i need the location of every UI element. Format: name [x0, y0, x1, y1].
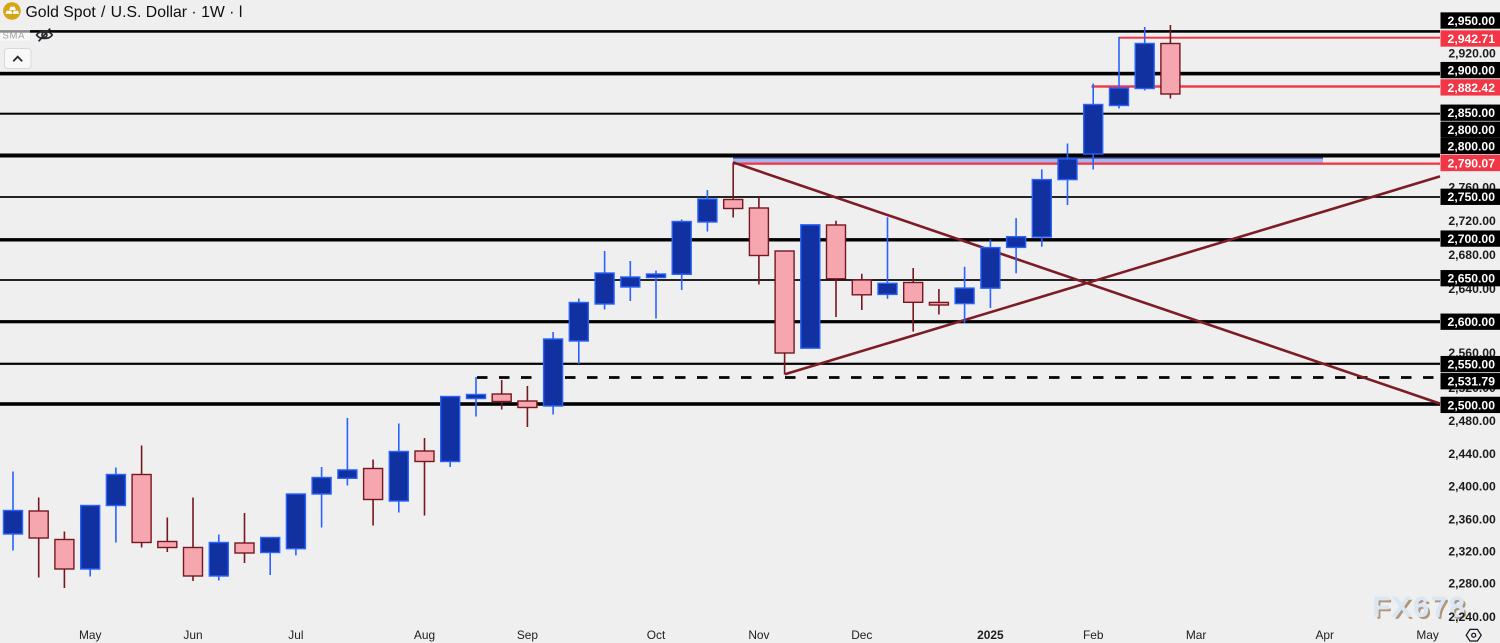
- svg-text:Mar: Mar: [1186, 628, 1207, 642]
- svg-text:2,600.00: 2,600.00: [1448, 315, 1496, 329]
- svg-text:2,750.00: 2,750.00: [1448, 190, 1496, 204]
- svg-text:2,942.71: 2,942.71: [1448, 32, 1496, 46]
- svg-text:Feb: Feb: [1083, 628, 1104, 642]
- svg-text:2,500.00: 2,500.00: [1448, 398, 1496, 412]
- svg-text:Aug: Aug: [414, 628, 435, 642]
- svg-text:2,950.00: 2,950.00: [1448, 14, 1496, 28]
- svg-text:2,800.00: 2,800.00: [1448, 123, 1496, 137]
- svg-text:Sep: Sep: [517, 628, 539, 642]
- svg-text:2,850.00: 2,850.00: [1448, 106, 1496, 120]
- svg-text:2,900.00: 2,900.00: [1448, 64, 1496, 78]
- svg-text:2,882.42: 2,882.42: [1448, 81, 1496, 95]
- svg-text:2,720.00: 2,720.00: [1448, 214, 1496, 228]
- svg-text:2,550.00: 2,550.00: [1448, 358, 1496, 372]
- svg-text:2,400.00: 2,400.00: [1448, 479, 1496, 493]
- svg-text:Jul: Jul: [288, 628, 303, 642]
- svg-text:2,440.00: 2,440.00: [1448, 447, 1496, 461]
- svg-text:2025: 2025: [977, 628, 1004, 642]
- svg-text:FX678: FX678: [1373, 592, 1468, 622]
- svg-text:2,800.00: 2,800.00: [1448, 139, 1496, 153]
- svg-text:2,680.00: 2,680.00: [1448, 248, 1496, 262]
- svg-text:May: May: [1416, 628, 1439, 642]
- svg-text:2,360.00: 2,360.00: [1448, 512, 1496, 526]
- svg-text:2,790.07: 2,790.07: [1448, 156, 1496, 170]
- svg-text:2,320.00: 2,320.00: [1448, 545, 1496, 559]
- svg-text:2,700.00: 2,700.00: [1448, 232, 1496, 246]
- svg-text:2,920.00: 2,920.00: [1448, 47, 1496, 61]
- svg-text:Jun: Jun: [183, 628, 202, 642]
- svg-text:Apr: Apr: [1315, 628, 1334, 642]
- svg-text:SMA: SMA: [3, 31, 26, 42]
- svg-text:Nov: Nov: [748, 628, 769, 642]
- svg-text:2,531.79: 2,531.79: [1448, 375, 1496, 389]
- svg-text:2,650.00: 2,650.00: [1448, 272, 1496, 286]
- svg-text:Gold Spot / U.S. Dollar · 1W ·: Gold Spot / U.S. Dollar · 1W · l: [26, 4, 243, 21]
- svg-text:May: May: [79, 628, 102, 642]
- svg-text:Oct: Oct: [647, 628, 666, 642]
- svg-text:2,240.00: 2,240.00: [1448, 610, 1496, 624]
- svg-text:2,280.00: 2,280.00: [1448, 577, 1496, 591]
- svg-text:Dec: Dec: [851, 628, 872, 642]
- svg-text:FX678: FX678: [1375, 594, 1470, 624]
- svg-text:2,480.00: 2,480.00: [1448, 414, 1496, 428]
